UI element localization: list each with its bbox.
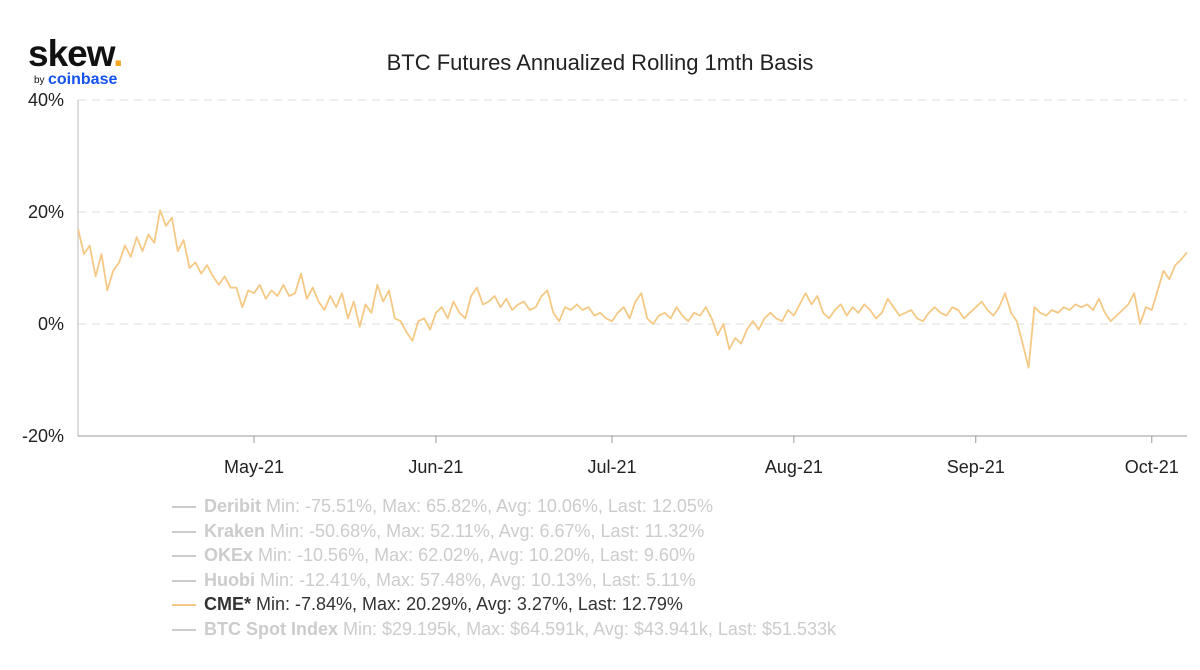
legend-swatch [172, 506, 196, 509]
chart-title: BTC Futures Annualized Rolling 1mth Basi… [386, 50, 814, 75]
legend-series-stats: Min: -50.68%, Max: 52.11%, Avg: 6.67%, L… [265, 520, 705, 541]
legend-item[interactable]: Kraken Min: -50.68%, Max: 52.11%, Avg: 6… [172, 519, 836, 544]
x-tick-label: Jun-21 [408, 457, 463, 477]
legend-swatch [172, 555, 196, 558]
legend-series-name: Huobi [204, 569, 255, 590]
legend-series-stats: Min: -75.51%, Max: 65.82%, Avg: 10.06%, … [261, 496, 713, 516]
logo-wordmark: skew. [28, 33, 123, 74]
logo-coinbase: coinbase [48, 71, 118, 88]
x-tick-label: Aug-21 [765, 457, 823, 477]
legend: Deribit Min: -75.51%, Max: 65.82%, Avg: … [172, 494, 836, 641]
legend-item[interactable]: CME* Min: -7.84%, Max: 20.29%, Avg: 3.27… [172, 592, 836, 617]
legend-series-stats: Min: $29.195k, Max: $64.591k, Avg: $43.9… [338, 618, 837, 639]
legend-item[interactable]: Deribit Min: -75.51%, Max: 65.82%, Avg: … [172, 494, 836, 519]
x-axis-ticks: May-21 Jun-21 Jul-21 Aug-21 Sep-21 Oct-21 [224, 436, 1179, 477]
x-tick-label: May-21 [224, 457, 284, 477]
y-tick-label: 40% [28, 90, 64, 110]
axes [77, 100, 1187, 437]
y-tick-label: -20% [22, 426, 64, 446]
skew-logo: skew. by coinbase [28, 34, 138, 94]
legend-series-stats: Min: -12.41%, Max: 57.48%, Avg: 10.13%, … [255, 569, 696, 590]
legend-series-name: Deribit [204, 496, 262, 516]
series-layer [77, 209, 1188, 369]
legend-series-name: CME* [204, 594, 252, 614]
legend-swatch [172, 628, 196, 631]
legend-series-name: BTC Spot Index [204, 618, 338, 639]
legend-series-name: Kraken [204, 520, 266, 541]
x-tick-label: Oct-21 [1125, 457, 1179, 477]
legend-item[interactable]: Huobi Min: -12.41%, Max: 57.48%, Avg: 10… [172, 568, 836, 593]
legend-series-name: OKEx [204, 545, 254, 565]
x-tick-label: Jul-21 [587, 457, 636, 477]
y-axis-ticks: 40% 20% 0% -20% [22, 90, 64, 446]
grid-lines [78, 99, 1187, 325]
legend-series-stats: Min: -7.84%, Max: 20.29%, Avg: 3.27%, La… [251, 594, 683, 614]
x-tick-label: Sep-21 [947, 457, 1005, 477]
series-line-cme [77, 209, 1188, 369]
legend-item[interactable]: BTC Spot Index Min: $29.195k, Max: $64.5… [172, 617, 836, 642]
y-tick-label: 0% [38, 314, 64, 334]
legend-item[interactable]: OKEx Min: -10.56%, Max: 62.02%, Avg: 10.… [172, 543, 836, 568]
logo-by: by [34, 75, 45, 86]
legend-swatch [172, 530, 196, 533]
legend-series-stats: Min: -10.56%, Max: 62.02%, Avg: 10.20%, … [253, 545, 695, 565]
y-tick-label: 20% [28, 202, 64, 222]
legend-swatch [172, 579, 196, 582]
legend-swatch [172, 604, 196, 607]
